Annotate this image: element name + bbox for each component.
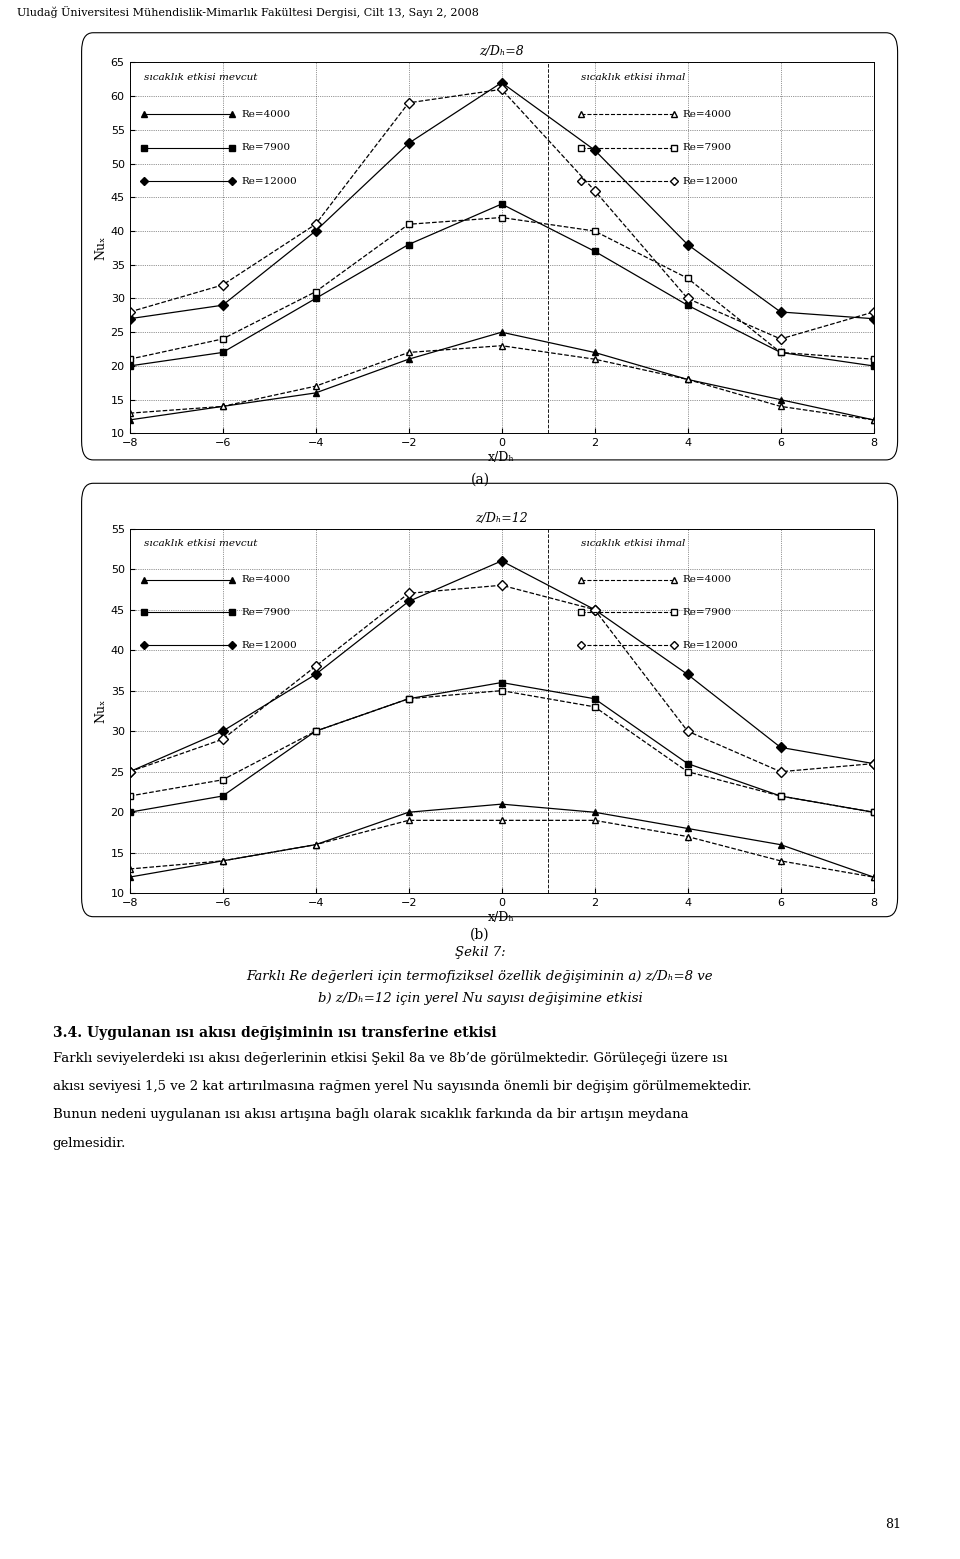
Text: Re=4000: Re=4000 <box>241 575 290 585</box>
Text: gelmesidir.: gelmesidir. <box>53 1137 126 1149</box>
Text: Re=12000: Re=12000 <box>683 641 738 650</box>
Text: Farklı Re değerleri için termofiziksel özellik değişiminin a) z/Dₕ=8 ve: Farklı Re değerleri için termofiziksel ö… <box>247 970 713 982</box>
Text: Re=4000: Re=4000 <box>683 109 732 118</box>
Text: sıcaklık etkisi mevcut: sıcaklık etkisi mevcut <box>144 539 257 549</box>
Text: Re=4000: Re=4000 <box>241 109 290 118</box>
Text: Re=12000: Re=12000 <box>683 176 738 186</box>
Text: Re=7900: Re=7900 <box>683 608 732 617</box>
Text: Şekil 7:: Şekil 7: <box>455 946 505 959</box>
Text: Re=7900: Re=7900 <box>241 608 290 617</box>
Text: (a): (a) <box>470 472 490 486</box>
Text: b) z/Dₕ=12 için yerel Nu sayısı değişimine etkisi: b) z/Dₕ=12 için yerel Nu sayısı değişimi… <box>318 992 642 1004</box>
Text: sıcaklık etkisi mevcut: sıcaklık etkisi mevcut <box>144 73 257 83</box>
Text: sıcaklık etkisi ihmal: sıcaklık etkisi ihmal <box>581 539 685 549</box>
Text: 3.4. Uygulanan ısı akısı değişiminin ısı transferine etkisi: 3.4. Uygulanan ısı akısı değişiminin ısı… <box>53 1026 496 1040</box>
Y-axis label: Nuₓ: Nuₓ <box>95 698 108 723</box>
Text: Re=12000: Re=12000 <box>241 176 297 186</box>
Text: Bunun nedeni uygulanan ısı akısı artışına bağlı olarak sıcaklık farkında da bir : Bunun nedeni uygulanan ısı akısı artışın… <box>53 1108 688 1121</box>
Text: 81: 81 <box>885 1518 900 1531</box>
Text: (b): (b) <box>470 928 490 942</box>
X-axis label: x/Dₕ: x/Dₕ <box>489 910 515 924</box>
Text: Re=7900: Re=7900 <box>683 143 732 153</box>
X-axis label: x/Dₕ: x/Dₕ <box>489 451 515 465</box>
Y-axis label: Nuₓ: Nuₓ <box>95 235 108 260</box>
Text: Farklı seviyelerdeki ısı akısı değerlerinin etkisi Şekil 8a ve 8b’de görülmekted: Farklı seviyelerdeki ısı akısı değerleri… <box>53 1052 728 1065</box>
Text: Re=7900: Re=7900 <box>241 143 290 153</box>
Text: Re=4000: Re=4000 <box>683 575 732 585</box>
Title: z/Dₕ=8: z/Dₕ=8 <box>479 45 524 58</box>
Text: akısı seviyesi 1,5 ve 2 kat artırılmasına rağmen yerel Nu sayısında önemli bir d: akısı seviyesi 1,5 ve 2 kat artırılmasın… <box>53 1080 752 1093</box>
Text: Re=12000: Re=12000 <box>241 641 297 650</box>
Text: Uludağ Üniversitesi Mühendislik-Mimarlık Fakültesi Dergisi, Cilt 13, Sayı 2, 200: Uludağ Üniversitesi Mühendislik-Mimarlık… <box>17 6 479 17</box>
Title: z/Dₕ=12: z/Dₕ=12 <box>475 511 528 524</box>
Text: sıcaklık etkisi ihmal: sıcaklık etkisi ihmal <box>581 73 685 83</box>
